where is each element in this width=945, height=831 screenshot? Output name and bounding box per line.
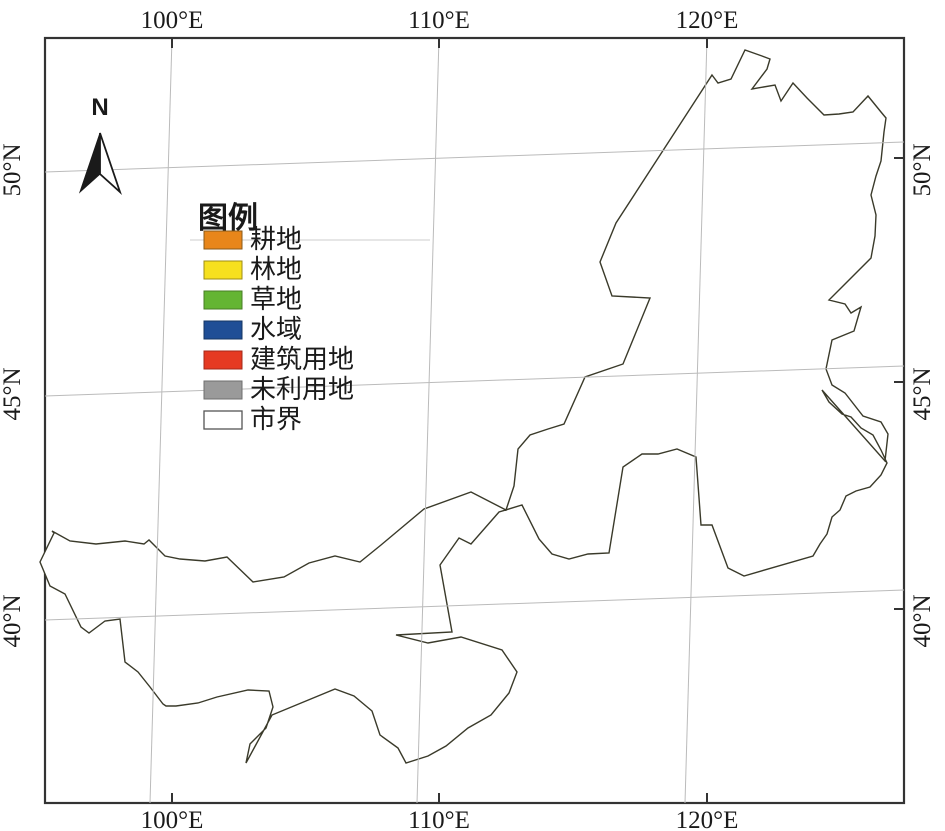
svg-text:40°N: 40°N [909,594,936,647]
svg-text:40°N: 40°N [0,594,26,647]
svg-text:林地: 林地 [250,254,302,284]
svg-text:建筑用地: 建筑用地 [250,344,354,374]
svg-text:未利用地: 未利用地 [250,374,354,404]
svg-text:100°E: 100°E [141,7,204,34]
svg-text:图例: 图例 [198,202,258,235]
svg-text:100°E: 100°E [141,807,204,831]
svg-text:N: N [91,94,108,121]
svg-text:50°N: 50°N [0,143,26,196]
svg-text:市界: 市界 [250,404,302,434]
svg-text:耕地: 耕地 [250,224,302,254]
svg-text:120°E: 120°E [676,807,739,831]
svg-text:45°N: 45°N [909,367,936,420]
svg-text:110°E: 110°E [408,7,470,34]
svg-text:草地: 草地 [250,284,302,314]
svg-text:110°E: 110°E [408,807,470,831]
svg-text:45°N: 45°N [0,367,26,420]
svg-text:50°N: 50°N [909,143,936,196]
svg-text:水域: 水域 [250,314,302,344]
svg-text:120°E: 120°E [676,7,739,34]
